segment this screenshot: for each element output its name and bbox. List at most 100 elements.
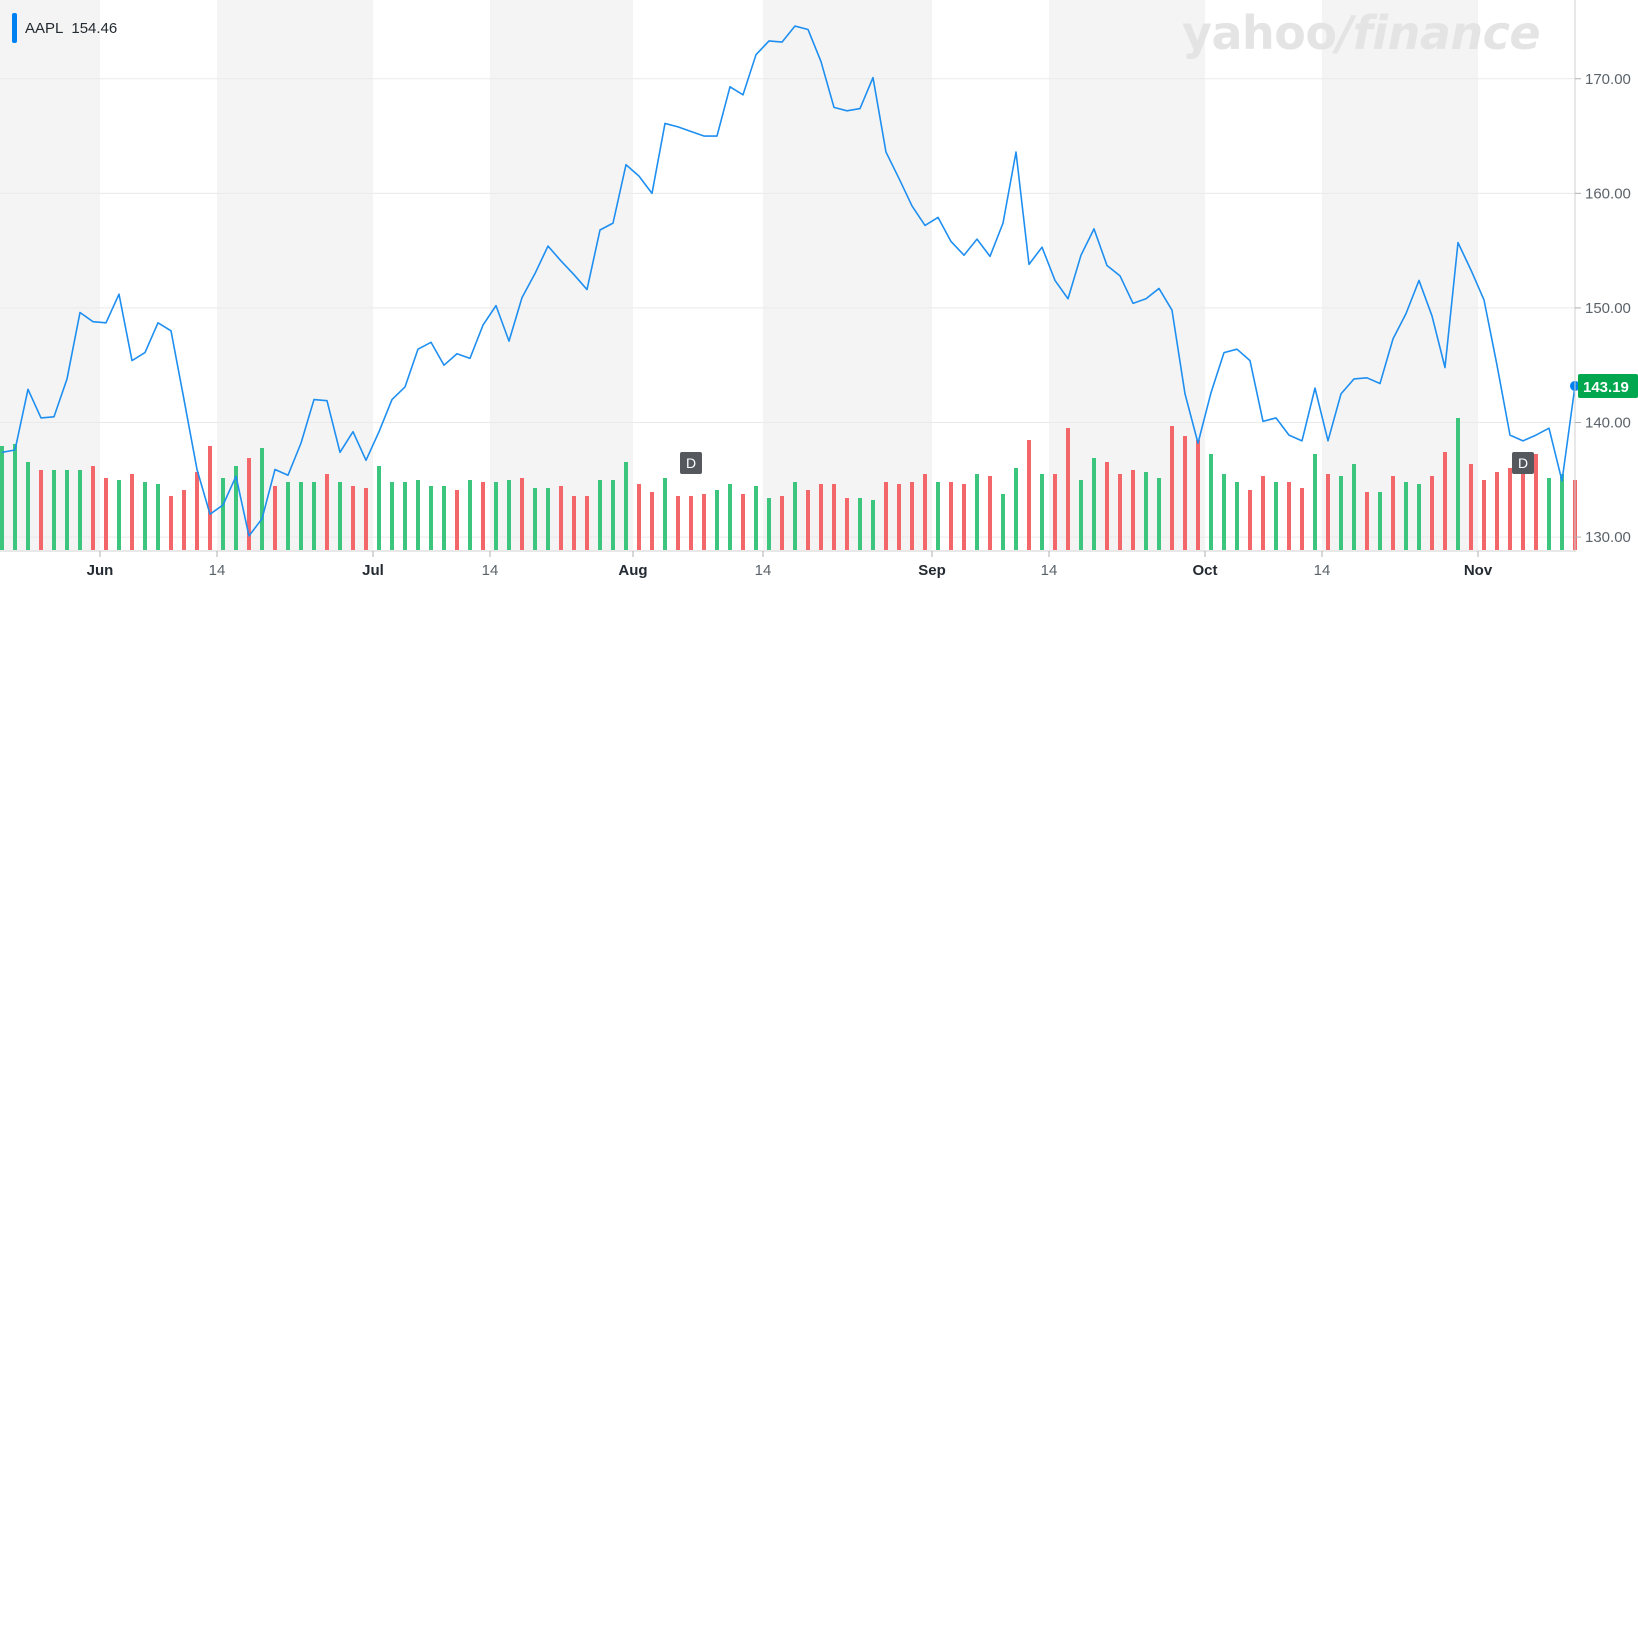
volume-bar <box>104 478 108 550</box>
volume-bar <box>117 480 121 550</box>
volume-bar <box>1482 480 1486 550</box>
volume-bar <box>1287 482 1291 550</box>
volume-bar <box>650 492 654 550</box>
volume-bar <box>1209 454 1213 550</box>
volume-bar <box>884 482 888 550</box>
volume-bar <box>1547 478 1551 550</box>
volume-bar <box>325 474 329 550</box>
volume-bar <box>1508 468 1512 550</box>
volume-bar <box>65 470 69 550</box>
volume-bar <box>130 474 134 550</box>
month-band <box>1322 0 1478 550</box>
volume-bar <box>234 466 238 550</box>
volume-bar <box>689 496 693 550</box>
volume-bar <box>572 496 576 550</box>
volume-bar <box>819 484 823 550</box>
x-tick-label: 14 <box>755 562 772 579</box>
price-line <box>1 25 1576 537</box>
dividend-marker-label: D <box>1518 455 1528 471</box>
volume-bar <box>702 494 706 550</box>
volume-bar <box>1235 482 1239 550</box>
volume-bar <box>338 482 342 550</box>
volume-bar <box>1053 474 1057 550</box>
volume-bar <box>611 480 615 550</box>
volume-bar <box>182 490 186 550</box>
volume-bar <box>78 470 82 550</box>
volume-bar <box>1118 474 1122 550</box>
volume-bar <box>442 486 446 550</box>
volume-bar <box>1014 468 1018 550</box>
volume-bar <box>832 484 836 550</box>
volume-bar <box>1560 474 1564 550</box>
volume-bar <box>221 478 225 550</box>
volume-bar <box>845 498 849 550</box>
volume-bar <box>364 488 368 550</box>
volume-bar <box>793 482 797 550</box>
volume-bar <box>1261 476 1265 550</box>
volume-bar <box>1248 490 1252 550</box>
volume-bar <box>507 480 511 550</box>
volume-bar <box>52 470 56 550</box>
volume-bar <box>1157 478 1161 550</box>
month-band <box>217 0 373 550</box>
dividend-marker <box>1512 452 1534 474</box>
volume-bar <box>585 496 589 550</box>
volume-bar <box>1105 462 1109 550</box>
volume-bar <box>559 486 563 550</box>
volume-bar <box>39 470 43 550</box>
volume-bar <box>598 480 602 550</box>
volume-bar <box>1534 454 1538 550</box>
month-band <box>1049 0 1205 550</box>
volume-bar <box>1170 426 1174 550</box>
volume-bar <box>1274 482 1278 550</box>
x-tick-label: 14 <box>1314 562 1331 579</box>
volume-bar <box>1300 488 1304 550</box>
chart-canvas[interactable]: 130.00 140.00 150.00 160.00 170.00 143.19 Jun 1… <box>0 0 1638 600</box>
legend-value: 154.46 <box>71 19 118 37</box>
volume-bar <box>156 484 160 550</box>
x-tick-label: Jun <box>87 562 114 579</box>
volume-bar <box>0 446 4 550</box>
x-tick-label: Jul <box>362 562 384 579</box>
x-tick-label: Sep <box>918 562 946 579</box>
volume-bar <box>624 462 628 550</box>
x-tick-label: 14 <box>482 562 499 579</box>
stock-chart[interactable]: 130.00 140.00 150.00 160.00 170.00 143.19 Jun 1… <box>0 0 1638 600</box>
volume-bar <box>1352 464 1356 550</box>
volume-bar <box>286 482 290 550</box>
volume-bar <box>1456 418 1460 550</box>
volume-bar <box>1027 440 1031 550</box>
volume-bar <box>390 482 394 550</box>
volume-bar <box>741 494 745 550</box>
volume-bar <box>1196 440 1200 550</box>
volume-bar <box>949 482 953 550</box>
volume-bar <box>1079 480 1083 550</box>
volume-bar <box>715 490 719 550</box>
volume-bar <box>13 444 17 550</box>
last-price-label: 143.19 <box>1583 379 1629 396</box>
volume-bar <box>520 478 524 550</box>
volume-bar <box>936 482 940 550</box>
x-tick-label: 14 <box>1041 562 1058 579</box>
volume-bar <box>260 448 264 550</box>
volume-bar <box>1365 492 1369 550</box>
x-tick-label: Nov <box>1464 562 1493 579</box>
chart-legend[interactable]: AAPL 154.46 <box>12 13 118 43</box>
volume-bar <box>1040 474 1044 550</box>
volume-bar <box>195 472 199 550</box>
dividend-marker <box>680 452 702 474</box>
volume-bar <box>494 482 498 550</box>
volume-bar <box>1404 482 1408 550</box>
volume-bar <box>91 466 95 550</box>
volume-bar <box>676 496 680 550</box>
y-tick-label: 170.00 <box>1585 71 1631 88</box>
x-tick-label: Aug <box>618 562 647 579</box>
legend-symbol: AAPL <box>25 19 64 37</box>
volume-bar <box>455 490 459 550</box>
volume-bar <box>1131 470 1135 550</box>
volume-bar <box>1066 428 1070 550</box>
volume-bar <box>416 480 420 550</box>
volume-bar <box>975 474 979 550</box>
volume-bar <box>1469 464 1473 550</box>
y-tick-label: 140.00 <box>1585 415 1631 432</box>
